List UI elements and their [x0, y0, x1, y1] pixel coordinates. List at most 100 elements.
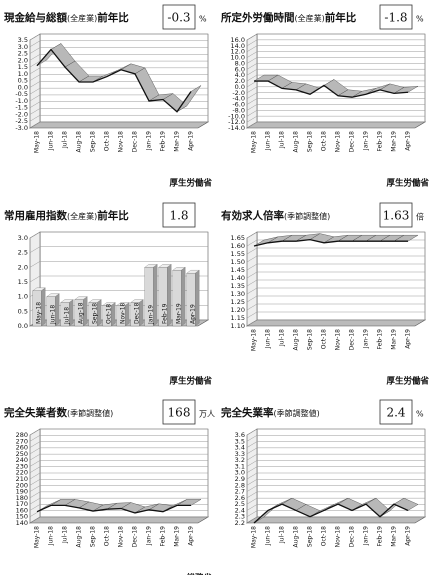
x-tick-label: Oct-18 [321, 526, 328, 546]
x-tick-label: Feb-19 [377, 329, 384, 350]
y-tick-label: 0.5 [18, 307, 28, 315]
y-tick-label: 280 [16, 431, 28, 439]
x-tick-label: Jan-19 [363, 329, 370, 349]
grid-line [29, 33, 208, 41]
grid-line [29, 74, 208, 81]
x-tick-label: May-18 [251, 329, 258, 351]
grid-line [29, 54, 208, 61]
x-tick-label: May-18 [34, 526, 41, 548]
grid-line [29, 231, 208, 239]
latest-value: 2.4 [386, 406, 405, 420]
y-tick-label: 2.0 [235, 77, 245, 85]
value-box [162, 399, 196, 425]
grid-line [246, 86, 425, 94]
x-tick-label: Apr-19 [405, 526, 412, 546]
panel-title: 完全失業率(季節調整値) [221, 406, 320, 419]
title-qualifier: (季節調整値) [284, 211, 330, 221]
x-tick-label: Jan-19 [146, 131, 153, 151]
y-tick-label: 1.55 [231, 250, 245, 258]
x-tick-label: Sep-18 [307, 329, 314, 350]
y-tick-label: -2.0 [232, 89, 245, 97]
latest-value: 1.63 [383, 209, 410, 223]
y-tick-label: 1.45 [231, 266, 245, 274]
back-wall [256, 231, 426, 321]
title-main: 所定外労働時間 [221, 11, 295, 24]
grid-line [246, 447, 425, 455]
y-tick-label: -14.0 [228, 124, 245, 132]
y-tick-label: 1.0 [18, 293, 28, 301]
y-tick-label: 3.4 [235, 444, 245, 452]
y-tick-label: 2.0 [18, 263, 28, 271]
x-tick-label: Apr-19 [188, 131, 195, 151]
value-box [379, 4, 413, 30]
x-tick-label: May-18 [251, 526, 258, 548]
grid-line [246, 57, 425, 64]
x-tick-label: Apr-19 [190, 304, 197, 324]
bar [130, 302, 140, 327]
unit: % [416, 15, 424, 24]
grid-line [29, 466, 208, 473]
y-tick-label: 3.0 [235, 469, 245, 477]
x-tick-label: Jul-18 [64, 307, 71, 325]
y-tick-label: 10.0 [231, 54, 245, 62]
grid-line [246, 435, 425, 442]
grid-line [246, 74, 425, 82]
x-tick-label: Aug-18 [78, 302, 85, 324]
source: 厚生労働省 [169, 178, 212, 189]
grid-line [246, 39, 425, 47]
panel: 常用雇用指数(全産業)前年比 1.8 厚生労働省 3.0 2.5 2.0 1.5 1.0 0.5… [4, 202, 212, 387]
grid-line [246, 247, 425, 255]
y-tick-label: 1.25 [231, 298, 245, 306]
x-tick-label: Dec-18 [132, 526, 139, 548]
y-tick-label: -2.0 [15, 110, 28, 118]
grid-line [246, 33, 425, 41]
x-tick-label: May-18 [251, 131, 258, 153]
y-tick-label: 190 [16, 488, 28, 496]
grid-line [246, 115, 425, 123]
x-tick-label: Apr-19 [188, 526, 195, 546]
value-box [379, 202, 413, 228]
latest-value: -1.8 [384, 11, 407, 25]
x-tick-label: Mar-19 [174, 526, 181, 547]
x-tick-label: Mar-19 [174, 131, 181, 152]
unit: 万人 [199, 410, 215, 419]
x-tick-label: Aug-18 [76, 131, 83, 153]
x-tick-label: May-18 [36, 302, 43, 324]
y-tick-label: 2.3 [235, 513, 245, 521]
x-tick-label: Aug-18 [293, 329, 300, 351]
x-tick-label: Dec-18 [349, 526, 356, 548]
line [253, 503, 409, 524]
bar [158, 267, 168, 327]
y-tick-label: -2.5 [15, 117, 28, 125]
line [36, 48, 192, 113]
bar [32, 290, 42, 327]
y-tick-label: 150 [16, 513, 28, 521]
y-tick-label: 2.0 [18, 56, 28, 64]
y-tick-label: 1.35 [231, 282, 245, 290]
latest-value: -0.3 [167, 11, 190, 25]
unit: % [416, 410, 424, 419]
grid-line [29, 108, 208, 115]
y-tick-label: 270 [16, 437, 28, 445]
y-tick-label: 3.6 [235, 431, 245, 439]
bar [144, 267, 154, 327]
y-tick-label: 12.0 [231, 48, 245, 56]
grid-line [246, 263, 425, 271]
y-tick-label: -6.0 [232, 101, 245, 109]
x-tick-label: Jul-18 [62, 131, 69, 149]
bar [186, 273, 196, 327]
y-tick-label: 210 [16, 475, 28, 483]
y-tick-label: 4.0 [235, 71, 245, 79]
y-tick-label: 14.0 [231, 42, 245, 50]
grid-line [29, 428, 208, 436]
source: 厚生労働省 [386, 178, 429, 189]
panel: 完全失業者数(季節調整値)168万人総務省2802702602502402302… [4, 399, 215, 575]
y-tick-label: 2.7 [235, 488, 245, 496]
grid-line [246, 121, 425, 129]
x-tick-label: Feb-19 [160, 131, 167, 152]
y-tick-label: 1.40 [231, 274, 245, 282]
panel: 有効求人倍率(季節調整値) 1.63 倍厚生労働省1.651.601.551.501… [221, 202, 429, 387]
grid-line [246, 110, 425, 117]
title-main: 常用雇用指数 [4, 209, 67, 222]
